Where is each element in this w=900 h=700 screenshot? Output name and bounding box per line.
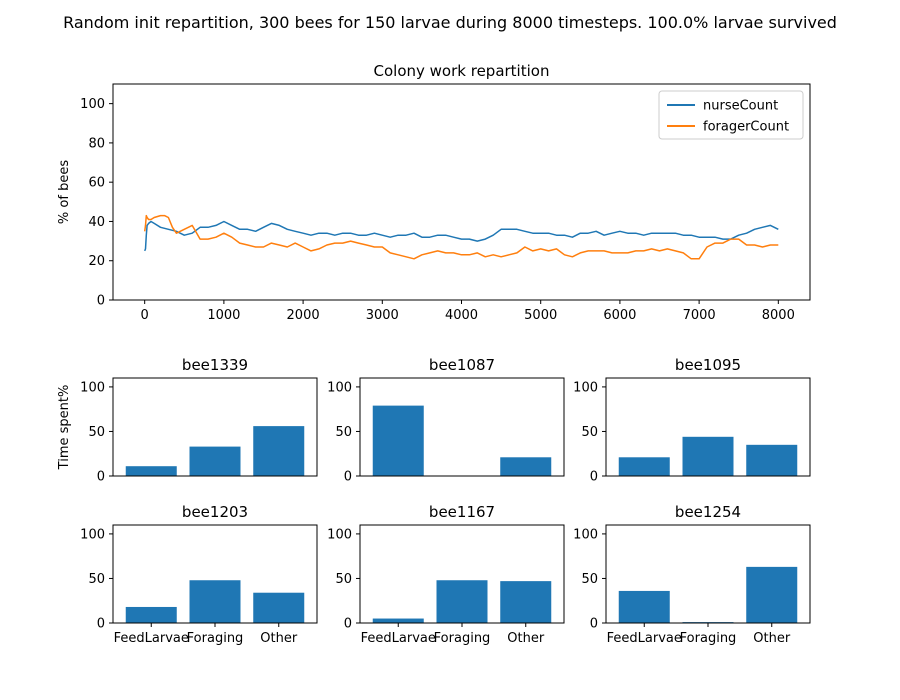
line-chart-title: Colony work repartition [374,62,550,80]
bar-FeedLarvae [372,405,424,476]
bar-Foraging [189,580,241,623]
bar-Other [500,457,552,476]
bar-chart-title: bee1087 [429,356,495,374]
x-tick-label: Other [753,631,791,646]
bar-chart-title: bee1339 [182,356,248,374]
x-tick-label: Other [507,631,545,646]
x-tick-label: 5000 [524,308,557,323]
y-tick-label: 100 [327,527,352,542]
x-tick-label: FeedLarvae [114,631,189,646]
x-tick-label: FeedLarvae [361,631,436,646]
x-tick-label: 0 [141,308,149,323]
y-tick-label: 100 [573,380,598,395]
figure-suptitle: Random init repartition, 300 bees for 15… [63,13,837,32]
bar-Other [253,592,305,623]
bar-chart-title: bee1203 [182,503,248,521]
line-chart-ylabel: % of bees [57,160,72,224]
bar-chart-bee1087: bee1087 0 50 100 [327,356,565,485]
bar-FeedLarvae [372,618,424,623]
y-tick-label: 100 [80,527,105,542]
y-tick-label: 50 [335,425,352,440]
bar-Foraging [682,436,734,476]
bar-chart-frame [605,524,811,624]
bar-Foraging [436,580,488,623]
y-tick-label: 0 [590,617,598,632]
y-tick-label: 50 [581,425,598,440]
bar-chart-bee1095: bee1095 0 50 100 [573,356,811,485]
y-tick-label: 40 [88,215,105,230]
y-tick-label: 100 [80,97,105,112]
y-tick-label: 0 [97,294,105,309]
legend-label: nurseCount [703,99,778,114]
bar-FeedLarvae [618,590,670,623]
y-tick-label: 0 [97,617,105,632]
y-tick-label: 0 [590,470,598,485]
x-tick-label: 7000 [683,308,716,323]
line-chart-frame [112,83,811,301]
bar-FeedLarvae [618,457,670,476]
x-tick-label: Other [260,631,298,646]
bar-chart-frame [605,377,811,477]
y-tick-label: 100 [573,527,598,542]
bar-Foraging [189,446,241,476]
y-tick-label: 0 [97,470,105,485]
x-tick-label: FeedLarvae [607,631,682,646]
y-tick-label: 50 [335,572,352,587]
bar-chart-title: bee1167 [429,503,495,521]
bar-chart-frame [112,524,318,624]
x-tick-label: Foraging [680,631,737,646]
y-tick-label: 100 [80,380,105,395]
x-tick-label: 4000 [445,308,478,323]
series-line-nurseCount [144,220,779,252]
x-tick-label: 1000 [207,308,240,323]
y-tick-label: 50 [88,572,105,587]
bar-Other [500,581,552,623]
bar-chart-frame [359,377,565,477]
y-tick-label: 0 [344,617,352,632]
bar-FeedLarvae [125,606,177,623]
y-tick-label: 50 [581,572,598,587]
bar-Other [253,426,305,476]
legend: nurseCount foragerCount [658,90,804,140]
y-tick-label: 100 [327,380,352,395]
x-tick-label: 8000 [762,308,795,323]
bar-Other [746,444,798,476]
x-tick-label: 6000 [603,308,636,323]
bar-chart-bee1339: bee1339 0 50 100 Time spent% [57,356,318,485]
series-line-foragerCount [143,214,779,260]
x-tick-label: 3000 [366,308,399,323]
bar-chart-ylabel: Time spent% [57,385,72,471]
x-tick-label: Foraging [187,631,244,646]
bar-FeedLarvae [125,466,177,476]
y-tick-label: 0 [344,470,352,485]
x-tick-label: 2000 [287,308,320,323]
y-tick-label: 20 [88,254,105,269]
y-tick-label: 80 [88,136,105,151]
bar-Other [746,566,798,623]
bar-chart-frame [359,524,565,624]
y-tick-label: 50 [88,425,105,440]
bar-chart-title: bee1095 [675,356,741,374]
bar-chart-title: bee1254 [675,503,741,521]
bar-chart-frame [112,377,318,477]
y-tick-label: 60 [88,176,105,191]
x-tick-label: Foraging [434,631,491,646]
legend-label: foragerCount [703,120,789,135]
